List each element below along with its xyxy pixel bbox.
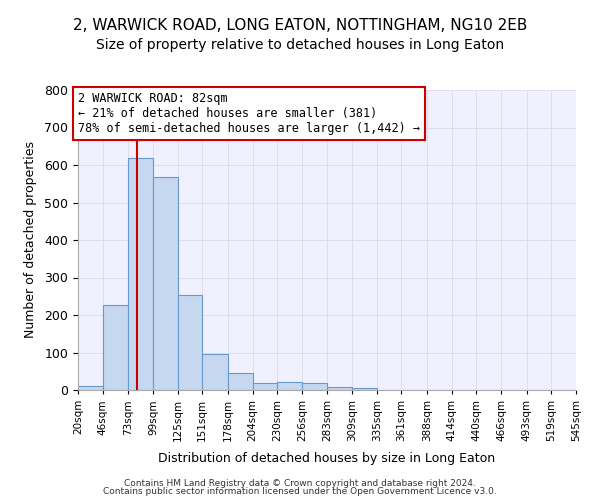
Bar xyxy=(302,382,328,390)
X-axis label: Distribution of detached houses by size in Long Eaton: Distribution of detached houses by size … xyxy=(158,452,496,466)
Y-axis label: Number of detached properties: Number of detached properties xyxy=(25,142,37,338)
Bar xyxy=(352,388,377,390)
Text: 2, WARWICK ROAD, LONG EATON, NOTTINGHAM, NG10 2EB: 2, WARWICK ROAD, LONG EATON, NOTTINGHAM,… xyxy=(73,18,527,32)
Text: Contains HM Land Registry data © Crown copyright and database right 2024.: Contains HM Land Registry data © Crown c… xyxy=(124,478,476,488)
Text: 2 WARWICK ROAD: 82sqm
← 21% of detached houses are smaller (381)
78% of semi-det: 2 WARWICK ROAD: 82sqm ← 21% of detached … xyxy=(78,92,420,135)
Text: Contains public sector information licensed under the Open Government Licence v3: Contains public sector information licen… xyxy=(103,487,497,496)
Bar xyxy=(78,386,103,390)
Bar xyxy=(253,382,277,390)
Bar xyxy=(103,304,128,390)
Bar xyxy=(153,177,178,390)
Bar xyxy=(178,295,202,390)
Bar xyxy=(328,387,352,390)
Bar xyxy=(228,373,253,390)
Bar xyxy=(202,354,228,390)
Bar xyxy=(277,382,302,390)
Text: Size of property relative to detached houses in Long Eaton: Size of property relative to detached ho… xyxy=(96,38,504,52)
Bar xyxy=(128,158,153,390)
